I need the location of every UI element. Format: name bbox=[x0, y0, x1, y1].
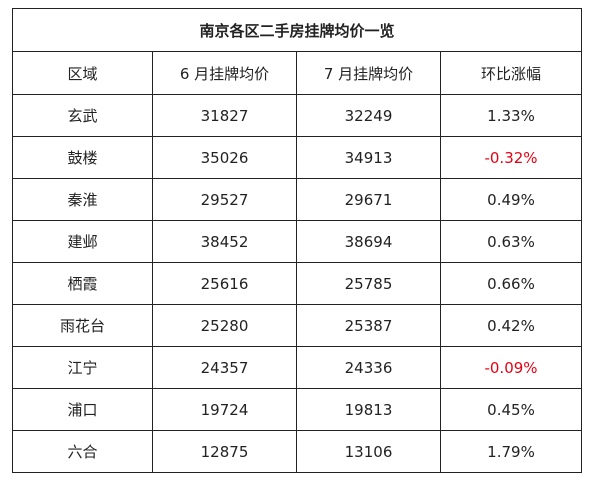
table-row: 栖霞 25616 25785 0.66% bbox=[12, 262, 583, 305]
cell-change: 1.33% bbox=[439, 94, 583, 137]
header-change: 环比涨幅 bbox=[439, 51, 583, 95]
table-row: 浦口 19724 19813 0.45% bbox=[12, 388, 583, 431]
table-row: 雨花台 25280 25387 0.42% bbox=[12, 304, 583, 347]
cell-district: 玄武 bbox=[12, 94, 153, 137]
cell-change: 0.66% bbox=[439, 262, 583, 305]
cell-june-price: 29527 bbox=[152, 178, 297, 221]
cell-change: 0.45% bbox=[439, 388, 583, 431]
cell-june-price: 38452 bbox=[152, 220, 297, 263]
cell-district: 浦口 bbox=[12, 388, 153, 431]
table-row: 玄武 31827 32249 1.33% bbox=[12, 94, 583, 137]
cell-july-price: 25387 bbox=[296, 304, 441, 347]
cell-june-price: 19724 bbox=[152, 388, 297, 431]
cell-july-price: 29671 bbox=[296, 178, 441, 221]
cell-district: 栖霞 bbox=[12, 262, 153, 305]
table-row: 六合 12875 13106 1.79% bbox=[12, 430, 583, 473]
cell-july-price: 24336 bbox=[296, 346, 441, 389]
title-row: 南京各区二手房挂牌均价一览 bbox=[11, 8, 583, 52]
cell-july-price: 25785 bbox=[296, 262, 441, 305]
cell-change: -0.32% bbox=[439, 136, 583, 179]
cell-july-price: 34913 bbox=[296, 136, 441, 179]
cell-district: 秦淮 bbox=[12, 178, 153, 221]
cell-district: 六合 bbox=[12, 430, 153, 473]
header-row: 区域 6 月挂牌均价 7 月挂牌均价 环比涨幅 bbox=[12, 51, 583, 95]
cell-change: 0.63% bbox=[439, 220, 583, 263]
cell-district: 雨花台 bbox=[12, 304, 153, 347]
cell-july-price: 19813 bbox=[296, 388, 441, 431]
cell-change: 0.49% bbox=[439, 178, 583, 221]
cell-district: 鼓楼 bbox=[12, 136, 153, 179]
price-table: 南京各区二手房挂牌均价一览 区域 6 月挂牌均价 7 月挂牌均价 环比涨幅 玄武… bbox=[11, 8, 583, 473]
table-row: 秦淮 29527 29671 0.49% bbox=[12, 178, 583, 221]
cell-change: 0.42% bbox=[439, 304, 583, 347]
header-district: 区域 bbox=[12, 51, 153, 95]
table-title: 南京各区二手房挂牌均价一览 bbox=[11, 8, 583, 52]
header-july-price: 7 月挂牌均价 bbox=[296, 51, 441, 95]
table-row: 建邺 38452 38694 0.63% bbox=[12, 220, 583, 263]
table-row: 江宁 24357 24336 -0.09% bbox=[12, 346, 583, 389]
cell-july-price: 13106 bbox=[296, 430, 441, 473]
cell-district: 建邺 bbox=[12, 220, 153, 263]
cell-june-price: 12875 bbox=[152, 430, 297, 473]
cell-june-price: 25280 bbox=[152, 304, 297, 347]
cell-june-price: 25616 bbox=[152, 262, 297, 305]
cell-change: -0.09% bbox=[439, 346, 583, 389]
cell-june-price: 35026 bbox=[152, 136, 297, 179]
cell-district: 江宁 bbox=[12, 346, 153, 389]
cell-june-price: 24357 bbox=[152, 346, 297, 389]
cell-july-price: 38694 bbox=[296, 220, 441, 263]
cell-july-price: 32249 bbox=[296, 94, 441, 137]
cell-change: 1.79% bbox=[439, 430, 583, 473]
cell-june-price: 31827 bbox=[152, 94, 297, 137]
table-row: 鼓楼 35026 34913 -0.32% bbox=[12, 136, 583, 179]
header-june-price: 6 月挂牌均价 bbox=[152, 51, 297, 95]
